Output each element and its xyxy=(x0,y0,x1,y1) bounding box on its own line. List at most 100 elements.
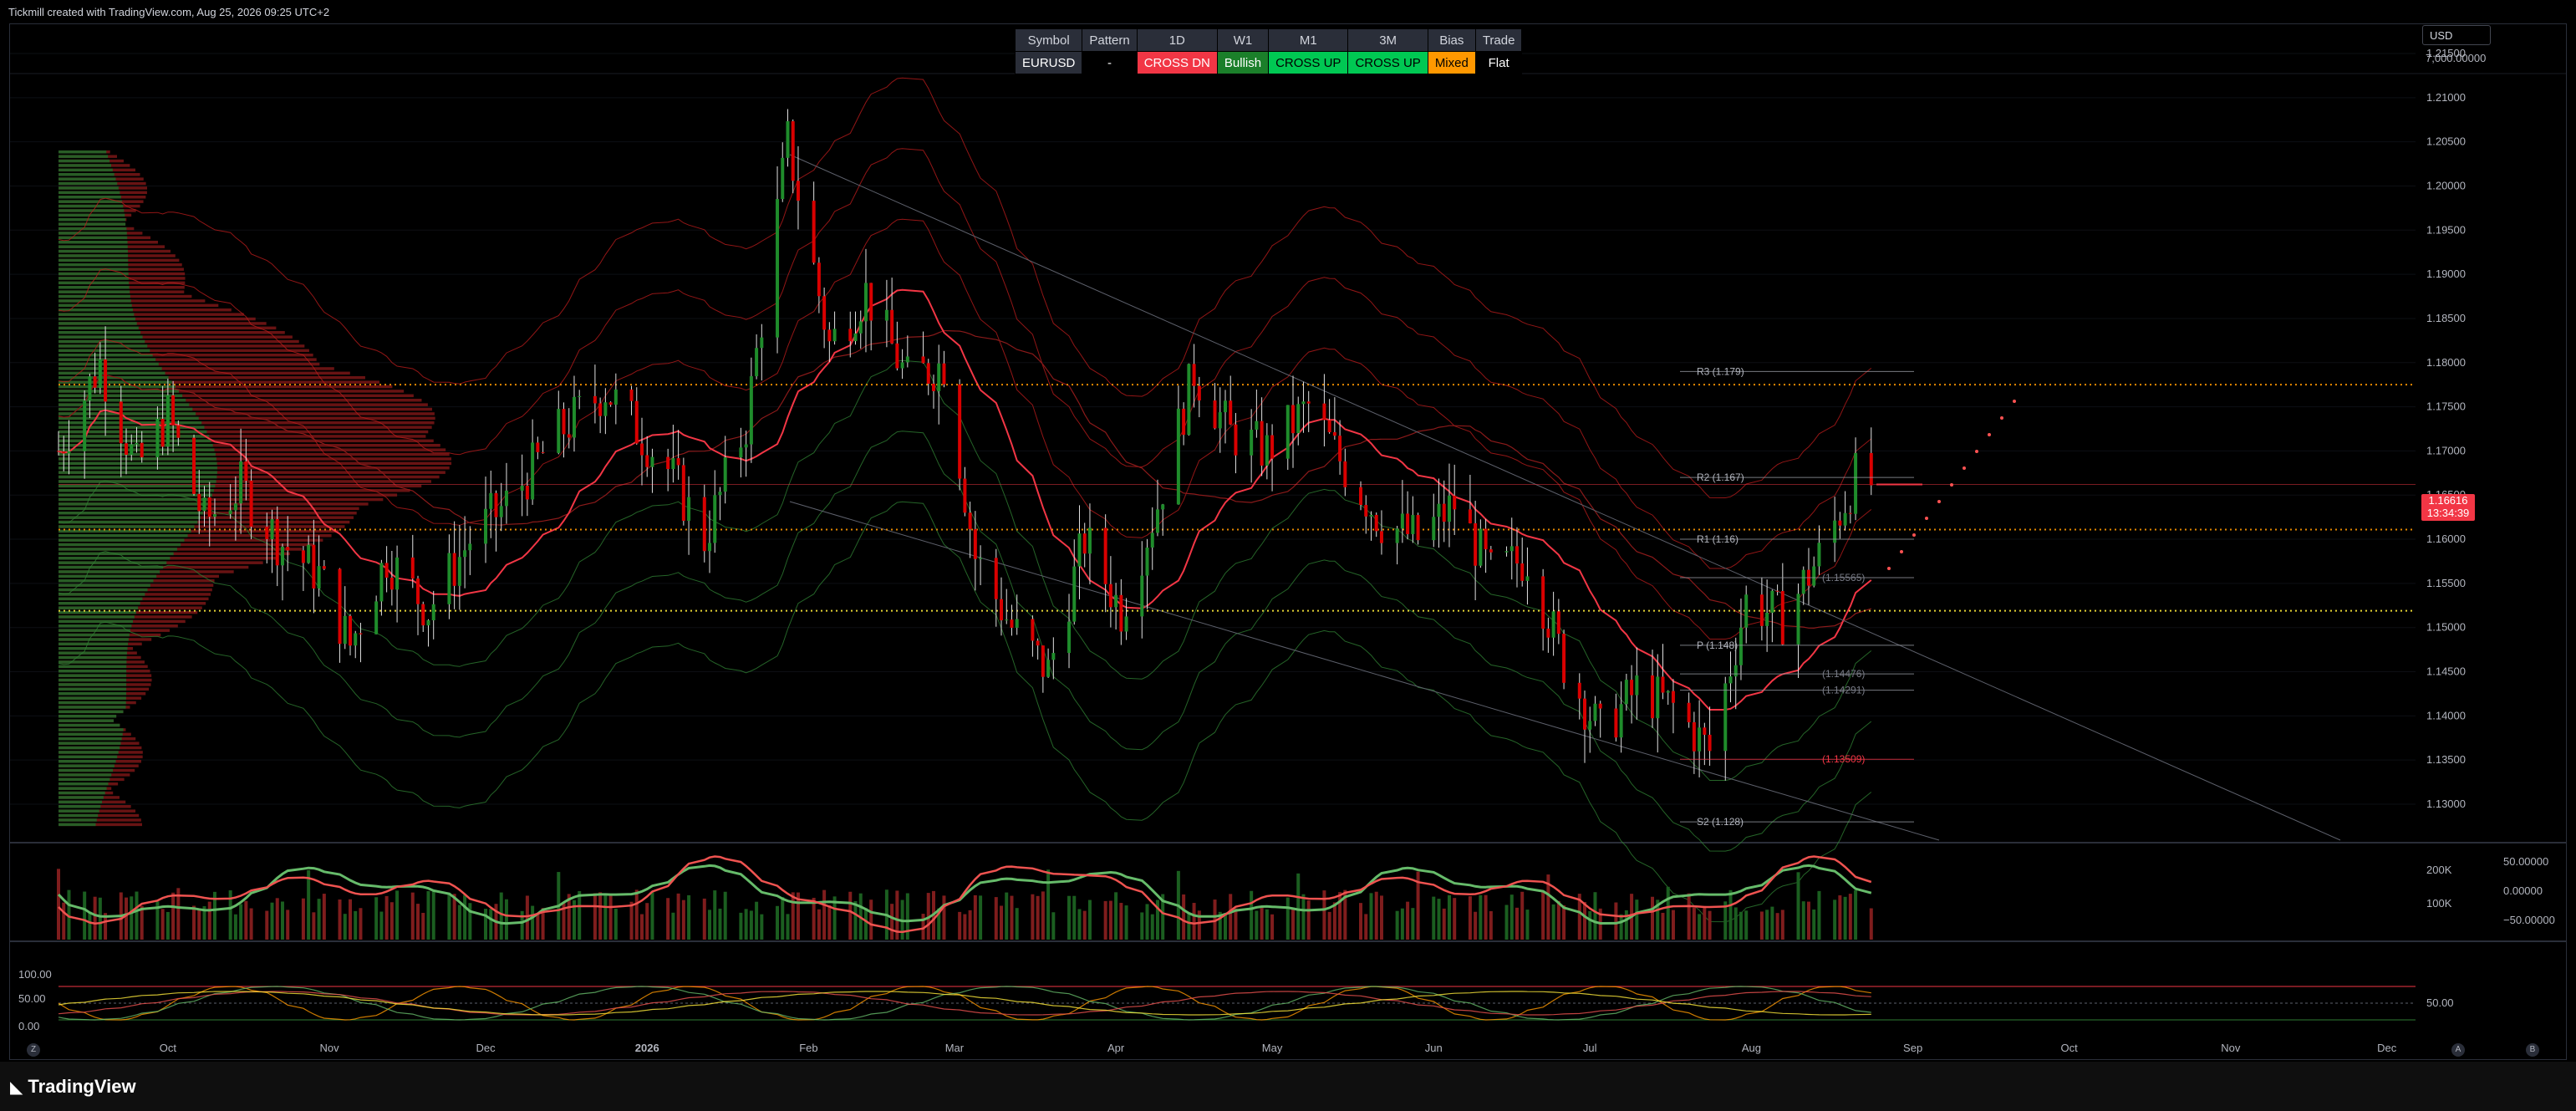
volume-bar xyxy=(1562,905,1566,940)
time-tick-3: 2026 xyxy=(635,1042,659,1054)
signal-table: Symbol Pattern 1D W1 M1 3M Bias Trade EURUSD - CR… xyxy=(1014,28,1523,74)
volume-profile-buy-bar xyxy=(59,520,198,524)
volume-bar xyxy=(848,891,853,940)
candle-body xyxy=(270,518,274,540)
candle-body xyxy=(202,497,206,512)
volume-bar xyxy=(1812,909,1816,940)
volume-profile-buy-bar xyxy=(59,502,209,506)
volume-bar xyxy=(135,891,139,940)
volume-bar xyxy=(140,905,144,940)
fast-ma-line xyxy=(58,288,1872,711)
volume-bar xyxy=(744,909,748,940)
volume-bar xyxy=(57,869,60,940)
volume-bar xyxy=(1082,910,1087,940)
volume-profile-buy-bar xyxy=(59,249,128,253)
candle-body xyxy=(1359,487,1363,506)
candle-body xyxy=(1692,722,1696,752)
volume-profile-sell-bar xyxy=(59,512,357,515)
volume-profile-buy-bar xyxy=(59,412,196,415)
chart-canvas[interactable]: 1.21500 1.21000 1.20500 1.20000 1.19500 1.190… xyxy=(0,0,2576,1062)
candle-body xyxy=(421,604,425,626)
stoch-right-tick-0: 50.00 xyxy=(2426,996,2454,1009)
candle-body xyxy=(1801,569,1805,594)
chart-frame[interactable] xyxy=(9,23,2567,1060)
volume-profile-buy-bar xyxy=(59,751,119,754)
volume-profile-buy-bar xyxy=(59,534,188,538)
candle-body xyxy=(1213,400,1217,429)
volume-bar xyxy=(1265,909,1269,940)
volume-profile-buy-bar xyxy=(59,674,127,677)
candle-body xyxy=(244,461,248,482)
volume-bar xyxy=(484,909,488,940)
candle-body xyxy=(384,563,389,578)
volume-profile-buy-bar xyxy=(59,818,97,822)
candle-body xyxy=(572,396,576,438)
candle-body xyxy=(1770,590,1774,613)
signal-value-5: CROSS UP xyxy=(1347,51,1428,74)
candle-body xyxy=(88,376,92,401)
volume-bar xyxy=(1624,910,1628,940)
volume-profile-sell-bar xyxy=(59,326,277,330)
volume-profile-buy-bar xyxy=(59,813,99,818)
volume-profile-buy-bar xyxy=(59,719,114,722)
volume-bar xyxy=(827,905,832,940)
volume-bar xyxy=(1400,908,1404,940)
volume-bar xyxy=(994,897,998,940)
volume-bar xyxy=(1698,914,1702,940)
volume-profile-buy-bar xyxy=(59,692,126,696)
candle-body xyxy=(494,492,498,517)
volume-bar xyxy=(1015,908,1019,940)
candle-body xyxy=(207,497,211,517)
candle-body xyxy=(1739,627,1743,665)
candle-body xyxy=(541,451,545,453)
candle-body xyxy=(312,544,316,589)
signal-value-1: - xyxy=(1082,51,1138,74)
candle-body xyxy=(1812,566,1816,586)
signal-header-4: M1 xyxy=(1268,28,1349,52)
candle-body xyxy=(671,458,675,470)
candle-body xyxy=(567,434,571,438)
volume-profile-sell-bar xyxy=(59,399,422,402)
volume-profile-buy-bar xyxy=(59,236,128,240)
volume-bar xyxy=(155,901,160,940)
volume-profile-buy-bar xyxy=(59,164,111,167)
volume-bar xyxy=(1509,894,1514,940)
candle-body xyxy=(1051,653,1056,660)
volume-profile-buy-bar xyxy=(59,493,212,497)
volume-bar xyxy=(228,890,232,940)
b-button[interactable]: B xyxy=(2526,1043,2539,1057)
auto-scale-button[interactable]: A xyxy=(2451,1043,2465,1057)
candle-body xyxy=(1525,576,1530,581)
candle-body xyxy=(228,510,232,514)
candle-body xyxy=(942,363,946,385)
volume-profile-buy-bar xyxy=(59,701,126,705)
volume-profile-sell-bar xyxy=(59,538,323,542)
candle-body xyxy=(1187,364,1191,436)
candle-body xyxy=(781,157,785,200)
zoom-button[interactable]: Z xyxy=(27,1043,40,1057)
candle-body xyxy=(1192,364,1196,386)
volume-profile-buy-bar xyxy=(59,777,110,782)
time-tick-6: Apr xyxy=(1107,1042,1125,1054)
volume-bar xyxy=(410,892,415,940)
candle-body xyxy=(1406,513,1410,534)
candle-body xyxy=(1848,512,1852,514)
time-tick-7: May xyxy=(1262,1042,1283,1054)
volume-bar xyxy=(1635,900,1639,940)
candle-body xyxy=(1265,435,1269,466)
volume-profile-buy-bar xyxy=(59,390,180,393)
forecast-dot xyxy=(2000,416,2003,420)
volume-bar xyxy=(832,896,837,940)
oscillator-line-red xyxy=(58,855,1872,934)
currency-selector[interactable]: USD xyxy=(2422,25,2491,45)
volume-profile-buy-bar xyxy=(59,317,135,321)
candle-body xyxy=(1577,682,1581,699)
volume-bar xyxy=(1577,894,1581,940)
volume-profile-buy-bar xyxy=(59,457,216,461)
candle-body xyxy=(749,376,753,445)
tradingview-logo[interactable]: ◣ TradingView xyxy=(10,1076,136,1098)
volume-profile-buy-bar xyxy=(59,286,130,289)
candle-body xyxy=(536,442,540,452)
volume-bar xyxy=(531,905,535,940)
candle-body xyxy=(338,568,342,645)
